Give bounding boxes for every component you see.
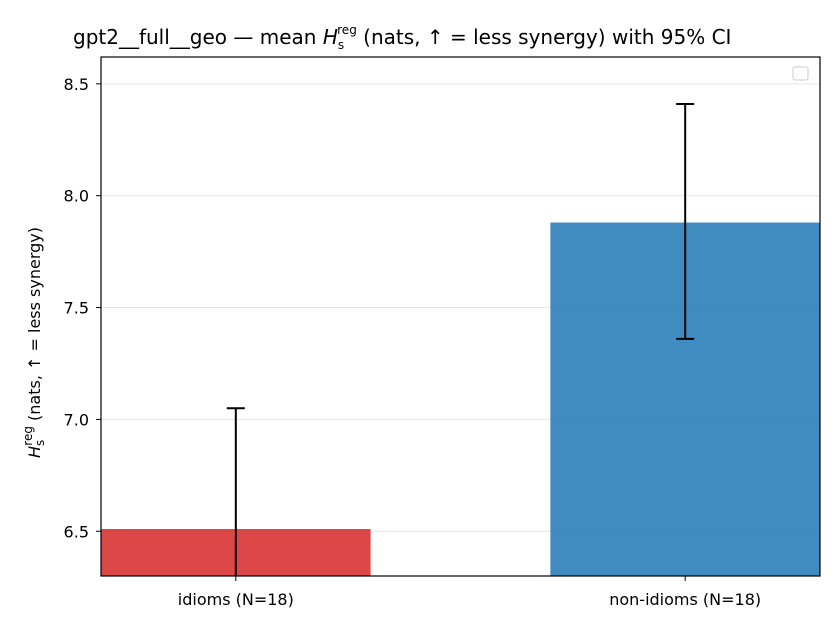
y-tick-label: 6.5 <box>64 522 89 541</box>
plot-frame <box>100 56 821 577</box>
y-tick-label: 7.0 <box>64 410 89 429</box>
x-tick-label: idioms (N=18) <box>178 590 294 609</box>
y-tick-label: 8.5 <box>64 75 89 94</box>
x-axis-ticks: idioms (N=18) non-idioms (N=18) <box>178 576 761 609</box>
x-tick-label: non-idioms (N=18) <box>609 590 761 609</box>
y-tick-label: 8.0 <box>64 187 89 206</box>
y-axis-label: Hsreg (nats, ↑ = less synergy) <box>21 227 47 458</box>
error-bars <box>226 102 695 576</box>
legend-box <box>792 66 809 81</box>
chart-title: gpt2__full__geo — mean Hsreg (nats, ↑ = … <box>73 23 731 52</box>
y-tick-label: 7.5 <box>64 299 89 318</box>
y-axis-ticks: 6.5 7.0 7.5 8.0 8.5 <box>64 75 101 541</box>
